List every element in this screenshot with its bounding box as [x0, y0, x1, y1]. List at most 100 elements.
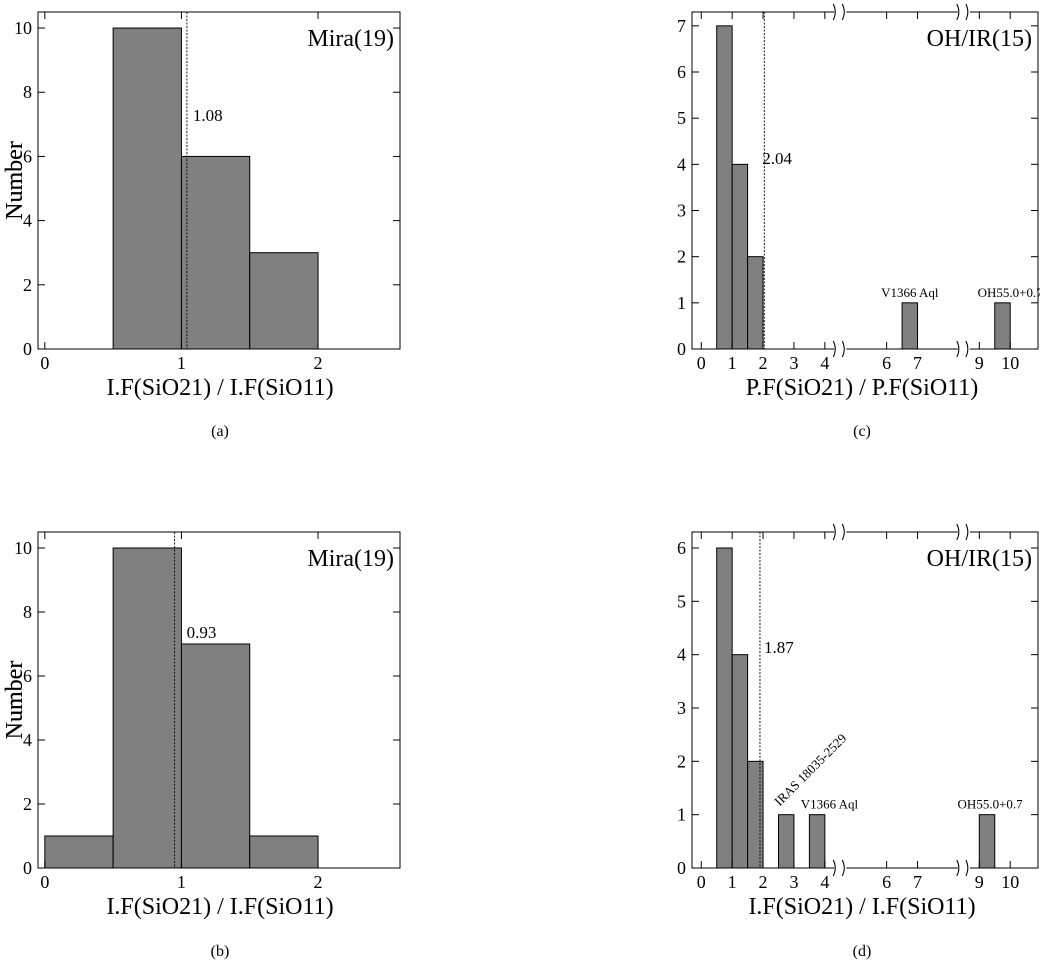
histogram-bar — [994, 302, 1011, 350]
x-tick-label: 0 — [697, 872, 706, 892]
y-tick-label: 1 — [677, 293, 686, 313]
panel-b: 0 1 2 0 2 4 6 8 10 0.93 Mira(19) I.F(SiO21) / I.F(S… — [2, 531, 401, 960]
y-tick-label: 0 — [23, 858, 32, 878]
x-tick-label: 4 — [820, 872, 829, 892]
sample-label: OH/IR(15) — [927, 26, 1032, 52]
source-annotation: OH55.0+0.7 — [958, 797, 1024, 812]
axis-break-mark — [832, 523, 836, 541]
axis-break-mark — [841, 340, 845, 358]
x-tick-label: 4 — [820, 353, 829, 373]
x-tick-label: 9 — [975, 872, 984, 892]
axis-break-mark — [832, 340, 836, 358]
plot-frame — [691, 531, 1039, 869]
histogram-bar — [112, 27, 182, 350]
y-tick-label: 6 — [677, 62, 686, 82]
source-annotation: V1366 Aql — [881, 285, 939, 300]
x-tick-label: 0 — [697, 353, 706, 373]
x-tick-label: 1 — [177, 872, 186, 892]
axis-break-mark — [965, 340, 969, 358]
x-tick-label: 1 — [728, 872, 737, 892]
y-tick-label: 2 — [677, 751, 686, 771]
x-tick-label: 3 — [789, 353, 798, 373]
y-tick-label: 1 — [677, 805, 686, 825]
y-axis-label: Number — [2, 661, 28, 740]
histogram-bar — [747, 256, 764, 350]
x-tick-label: 3 — [789, 872, 798, 892]
y-axis-label: Number — [2, 141, 28, 220]
x-tick-label: 7 — [913, 353, 922, 373]
x-tick-label: 2 — [759, 872, 768, 892]
x-tick-label: 2 — [759, 353, 768, 373]
panel-a: 0 1 2 0 2 4 6 8 10 1.08 Mira(19) I.F(SiO21) / I.F(S… — [2, 11, 401, 440]
x-axis-label: I.F(SiO21) / I.F(SiO11) — [106, 894, 333, 920]
panel-caption: (d) — [853, 943, 872, 960]
y-tick-label: 6 — [23, 146, 32, 166]
panel-caption: (b) — [211, 943, 230, 960]
x-tick-label: 0 — [40, 353, 49, 373]
plot-frame — [691, 11, 1039, 350]
axis-break-mark — [965, 859, 969, 877]
axis-break-mark — [956, 3, 960, 21]
x-tick-label: 1 — [728, 353, 737, 373]
y-tick-label: 4 — [23, 730, 32, 750]
y-tick-label: 6 — [23, 666, 32, 686]
y-tick-label: 0 — [677, 858, 686, 878]
axis-break-mark — [956, 859, 960, 877]
axis-break-mark — [965, 3, 969, 21]
axis-break-mark — [841, 859, 845, 877]
x-tick-label: 2 — [314, 353, 323, 373]
mean-value-label: 0.93 — [187, 623, 217, 642]
x-tick-label: 2 — [314, 872, 323, 892]
y-tick-label: 5 — [677, 108, 686, 128]
histogram-bar — [180, 643, 251, 869]
mean-value-label: 1.08 — [193, 106, 223, 125]
axis-break-mark — [841, 3, 845, 21]
axis-break-mark — [965, 523, 969, 541]
axis-break-mark — [956, 523, 960, 541]
y-tick-label: 4 — [677, 645, 686, 665]
histogram-bar — [716, 25, 733, 350]
axis-break-mark — [832, 3, 836, 21]
histogram-bar — [180, 155, 251, 350]
axis-break-mark — [832, 859, 836, 877]
y-axis-label: Number — [2, 141, 28, 220]
source-annotation: OH55.0+0.7 — [978, 285, 1040, 300]
axis-break-mark — [956, 340, 960, 358]
panel-caption: (a) — [211, 423, 229, 440]
x-tick-label: 1 — [177, 353, 186, 373]
y-tick-label: 4 — [23, 211, 32, 231]
x-tick-label: 6 — [882, 353, 891, 373]
histogram-bar — [978, 814, 996, 869]
axis-break-mark — [841, 523, 845, 541]
histogram-bar — [716, 547, 733, 869]
mean-value-label: 2.04 — [762, 149, 792, 168]
histogram-bar — [778, 814, 795, 869]
histogram-bar — [901, 302, 919, 350]
x-tick-label: 10 — [1001, 353, 1019, 373]
x-axis-label: P.F(SiO21) / P.F(SiO11) — [746, 375, 979, 401]
source-annotation: V1366 Aql — [801, 797, 859, 812]
y-tick-label: 2 — [23, 794, 32, 814]
x-tick-label: 0 — [40, 872, 49, 892]
y-axis-label: Number — [2, 661, 28, 740]
panel-caption: (c) — [853, 423, 871, 440]
x-tick-label: 10 — [1001, 872, 1019, 892]
sample-label: Mira(19) — [307, 26, 394, 52]
y-tick-label: 10 — [14, 538, 32, 558]
x-axis-label: I.F(SiO21) / I.F(SiO11) — [748, 894, 975, 920]
y-tick-label: 2 — [677, 247, 686, 267]
y-tick-label: 3 — [677, 201, 686, 221]
histogram-bar — [808, 814, 826, 869]
x-tick-label: 7 — [913, 872, 922, 892]
y-tick-label: 8 — [23, 82, 32, 102]
mean-value-label: 1.87 — [764, 638, 794, 657]
plot-frame — [37, 531, 401, 869]
y-tick-label: 3 — [677, 698, 686, 718]
histogram-bar — [249, 252, 319, 350]
sample-label: OH/IR(15) — [927, 546, 1032, 572]
x-tick-label: 9 — [975, 353, 984, 373]
y-tick-label: 0 — [677, 339, 686, 359]
